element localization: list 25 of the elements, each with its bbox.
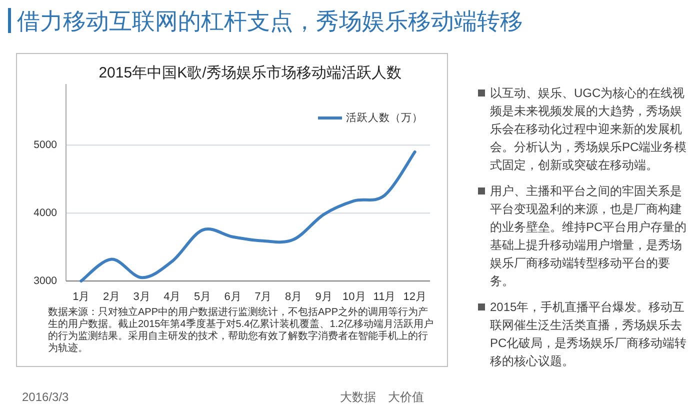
x-tick-label: 1月: [72, 291, 90, 303]
x-tick-label: 10月: [342, 291, 366, 303]
x-tick-label: 6月: [224, 291, 242, 303]
line-series: [80, 150, 416, 282]
x-tick-label: 5月: [194, 291, 212, 303]
text: 大数据 大价值: [340, 390, 424, 404]
text: 以互动、娱乐、UGC为核心的在线视频是未来视频发展的大趋势，秀场娱乐会在移动化过程中迎来新的发展机会。分析认为，秀场娱乐PC端业务模式固定，创新或突破在移动端。: [490, 86, 687, 172]
text: 2015年，手机直播平台爆发。移动互联网催生泛生活类直播，秀场娱乐去PC化破局，是秀场娱乐厂商移动端转移的核心议题。: [490, 300, 687, 368]
x-tick-label: 11月: [373, 291, 396, 303]
chart-subtitle: 2015年中国K歌/秀场娱乐市场移动端活跃人数: [98, 64, 402, 82]
legend-label: 活跃人数（万）: [346, 112, 423, 124]
x-tick-label: 7月: [254, 291, 272, 303]
text: 2016/3/3: [22, 390, 70, 404]
y-tick-label: 5000: [34, 139, 58, 152]
text: 用户、主播和平台之间的牢固关系是平台变现盈利的来源，也是厂商构建的业务壁垒。维持PC平台用户存量的基础上提升移动端用户增量，是秀场娱乐厂商移动端转型移动平台的要务。: [490, 184, 687, 288]
x-tick-label: 9月: [315, 291, 332, 303]
y-tick-label: 4000: [34, 207, 58, 220]
chart-title: 借力移动互联网的杠杆支点，秀场娱乐移动端转移: [17, 8, 523, 34]
x-tick-label: 8月: [284, 291, 302, 303]
x-tick-label: 2月: [102, 291, 120, 303]
y-tick-label: 3000: [34, 275, 58, 287]
source-note: 数据来源：只对独立APP中的用户数据进行监测统计，不包括APP之外的调用等行为产生的用户数据。截止2015年第4季度基于对5.4亿累计装机覆盖、1.2亿移动端月活跃用户的行为监测结果。采用自主研发的技术，帮助您有效了解数字消费者在智能手机上的行为轨迹。: [48, 306, 434, 354]
x-tick-label: 4月: [164, 291, 181, 303]
x-tick-label: 3月: [133, 291, 150, 303]
x-tick-label: 12月: [403, 291, 426, 303]
